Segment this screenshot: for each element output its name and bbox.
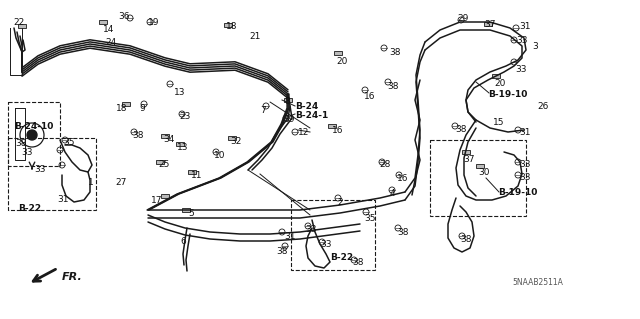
Text: 33: 33: [515, 65, 527, 74]
Text: 30: 30: [478, 168, 490, 177]
Text: 8: 8: [284, 97, 290, 106]
Text: 6: 6: [180, 237, 186, 246]
Text: 38: 38: [397, 228, 408, 237]
Bar: [182, 208, 190, 212]
Bar: [18, 24, 26, 28]
Text: 33: 33: [34, 165, 45, 174]
Text: 39: 39: [283, 115, 294, 124]
Text: 31: 31: [519, 128, 531, 137]
Bar: [430, 140, 526, 216]
Text: 35: 35: [364, 214, 376, 223]
Text: 31: 31: [284, 232, 296, 241]
Bar: [188, 170, 196, 174]
Text: 25: 25: [158, 160, 170, 169]
Text: 38: 38: [276, 247, 287, 256]
Text: 7: 7: [260, 106, 266, 115]
Bar: [476, 164, 484, 168]
Text: 5: 5: [188, 209, 194, 218]
Text: 19: 19: [148, 18, 159, 27]
Text: 38: 38: [389, 48, 401, 57]
Text: 2: 2: [337, 198, 342, 207]
Bar: [492, 74, 500, 78]
Text: 1: 1: [88, 178, 93, 187]
Text: 18: 18: [116, 104, 127, 113]
Bar: [284, 98, 292, 102]
Text: 20: 20: [336, 57, 348, 66]
Text: 14: 14: [103, 25, 115, 34]
Bar: [224, 23, 232, 27]
Text: 11: 11: [191, 171, 202, 180]
Text: 38: 38: [387, 82, 399, 91]
Text: B-24: B-24: [295, 102, 318, 111]
Text: 27: 27: [115, 178, 126, 187]
Text: B-19-10: B-19-10: [488, 90, 527, 99]
Text: FR.: FR.: [62, 272, 83, 282]
Text: B-22: B-22: [330, 253, 353, 262]
Text: 35: 35: [63, 138, 74, 147]
Text: 31: 31: [57, 195, 68, 204]
Text: 38: 38: [460, 235, 472, 244]
Bar: [228, 136, 236, 140]
Text: 33: 33: [320, 240, 332, 249]
Text: 13: 13: [174, 88, 186, 97]
Bar: [328, 124, 336, 128]
Text: 37: 37: [484, 20, 495, 29]
Text: 9: 9: [139, 104, 145, 113]
Text: 33: 33: [516, 36, 527, 45]
Text: 32: 32: [230, 137, 241, 146]
Text: B-24-10: B-24-10: [14, 122, 53, 131]
Bar: [99, 20, 107, 24]
Text: 24: 24: [105, 38, 116, 47]
Bar: [161, 194, 169, 198]
Text: 33: 33: [305, 225, 317, 234]
Text: 37: 37: [463, 155, 474, 164]
Bar: [334, 51, 342, 55]
Text: 38: 38: [455, 125, 467, 134]
Text: 21: 21: [249, 32, 260, 41]
Text: 4: 4: [390, 189, 396, 198]
Text: 13: 13: [177, 143, 189, 152]
Bar: [122, 102, 130, 106]
Text: 26: 26: [537, 102, 548, 111]
Text: 38: 38: [15, 139, 26, 148]
Text: 38: 38: [132, 131, 143, 140]
Text: 3: 3: [532, 42, 538, 51]
Text: 31: 31: [519, 22, 531, 31]
Text: 22: 22: [13, 18, 24, 27]
Text: 29: 29: [457, 14, 468, 23]
Text: 36: 36: [118, 12, 129, 21]
Bar: [484, 22, 492, 26]
Text: 38: 38: [352, 258, 364, 267]
Bar: [176, 142, 184, 146]
Bar: [8, 102, 60, 166]
Text: 16: 16: [332, 126, 344, 135]
Text: 12: 12: [298, 128, 309, 137]
Bar: [156, 160, 164, 164]
Text: 28: 28: [379, 160, 390, 169]
Text: 18: 18: [226, 22, 237, 31]
Text: 5NAAB2511A: 5NAAB2511A: [512, 278, 563, 287]
Text: B-22: B-22: [18, 204, 41, 213]
Text: 20: 20: [494, 79, 506, 88]
Text: 16: 16: [397, 174, 408, 183]
Circle shape: [27, 130, 37, 140]
Text: 34: 34: [163, 135, 174, 144]
Text: B-19-10: B-19-10: [498, 188, 538, 197]
Text: 17: 17: [151, 196, 163, 205]
Text: 16: 16: [364, 92, 376, 101]
Text: 33: 33: [21, 148, 33, 157]
Bar: [8, 138, 96, 210]
Text: 10: 10: [214, 151, 225, 160]
Bar: [462, 150, 470, 154]
Bar: [161, 134, 169, 138]
Text: 23: 23: [179, 112, 190, 121]
Text: B-24-1: B-24-1: [295, 111, 328, 120]
Bar: [291, 200, 375, 270]
Text: 33: 33: [519, 160, 531, 169]
Text: 33: 33: [519, 173, 531, 182]
Text: 15: 15: [493, 118, 504, 127]
